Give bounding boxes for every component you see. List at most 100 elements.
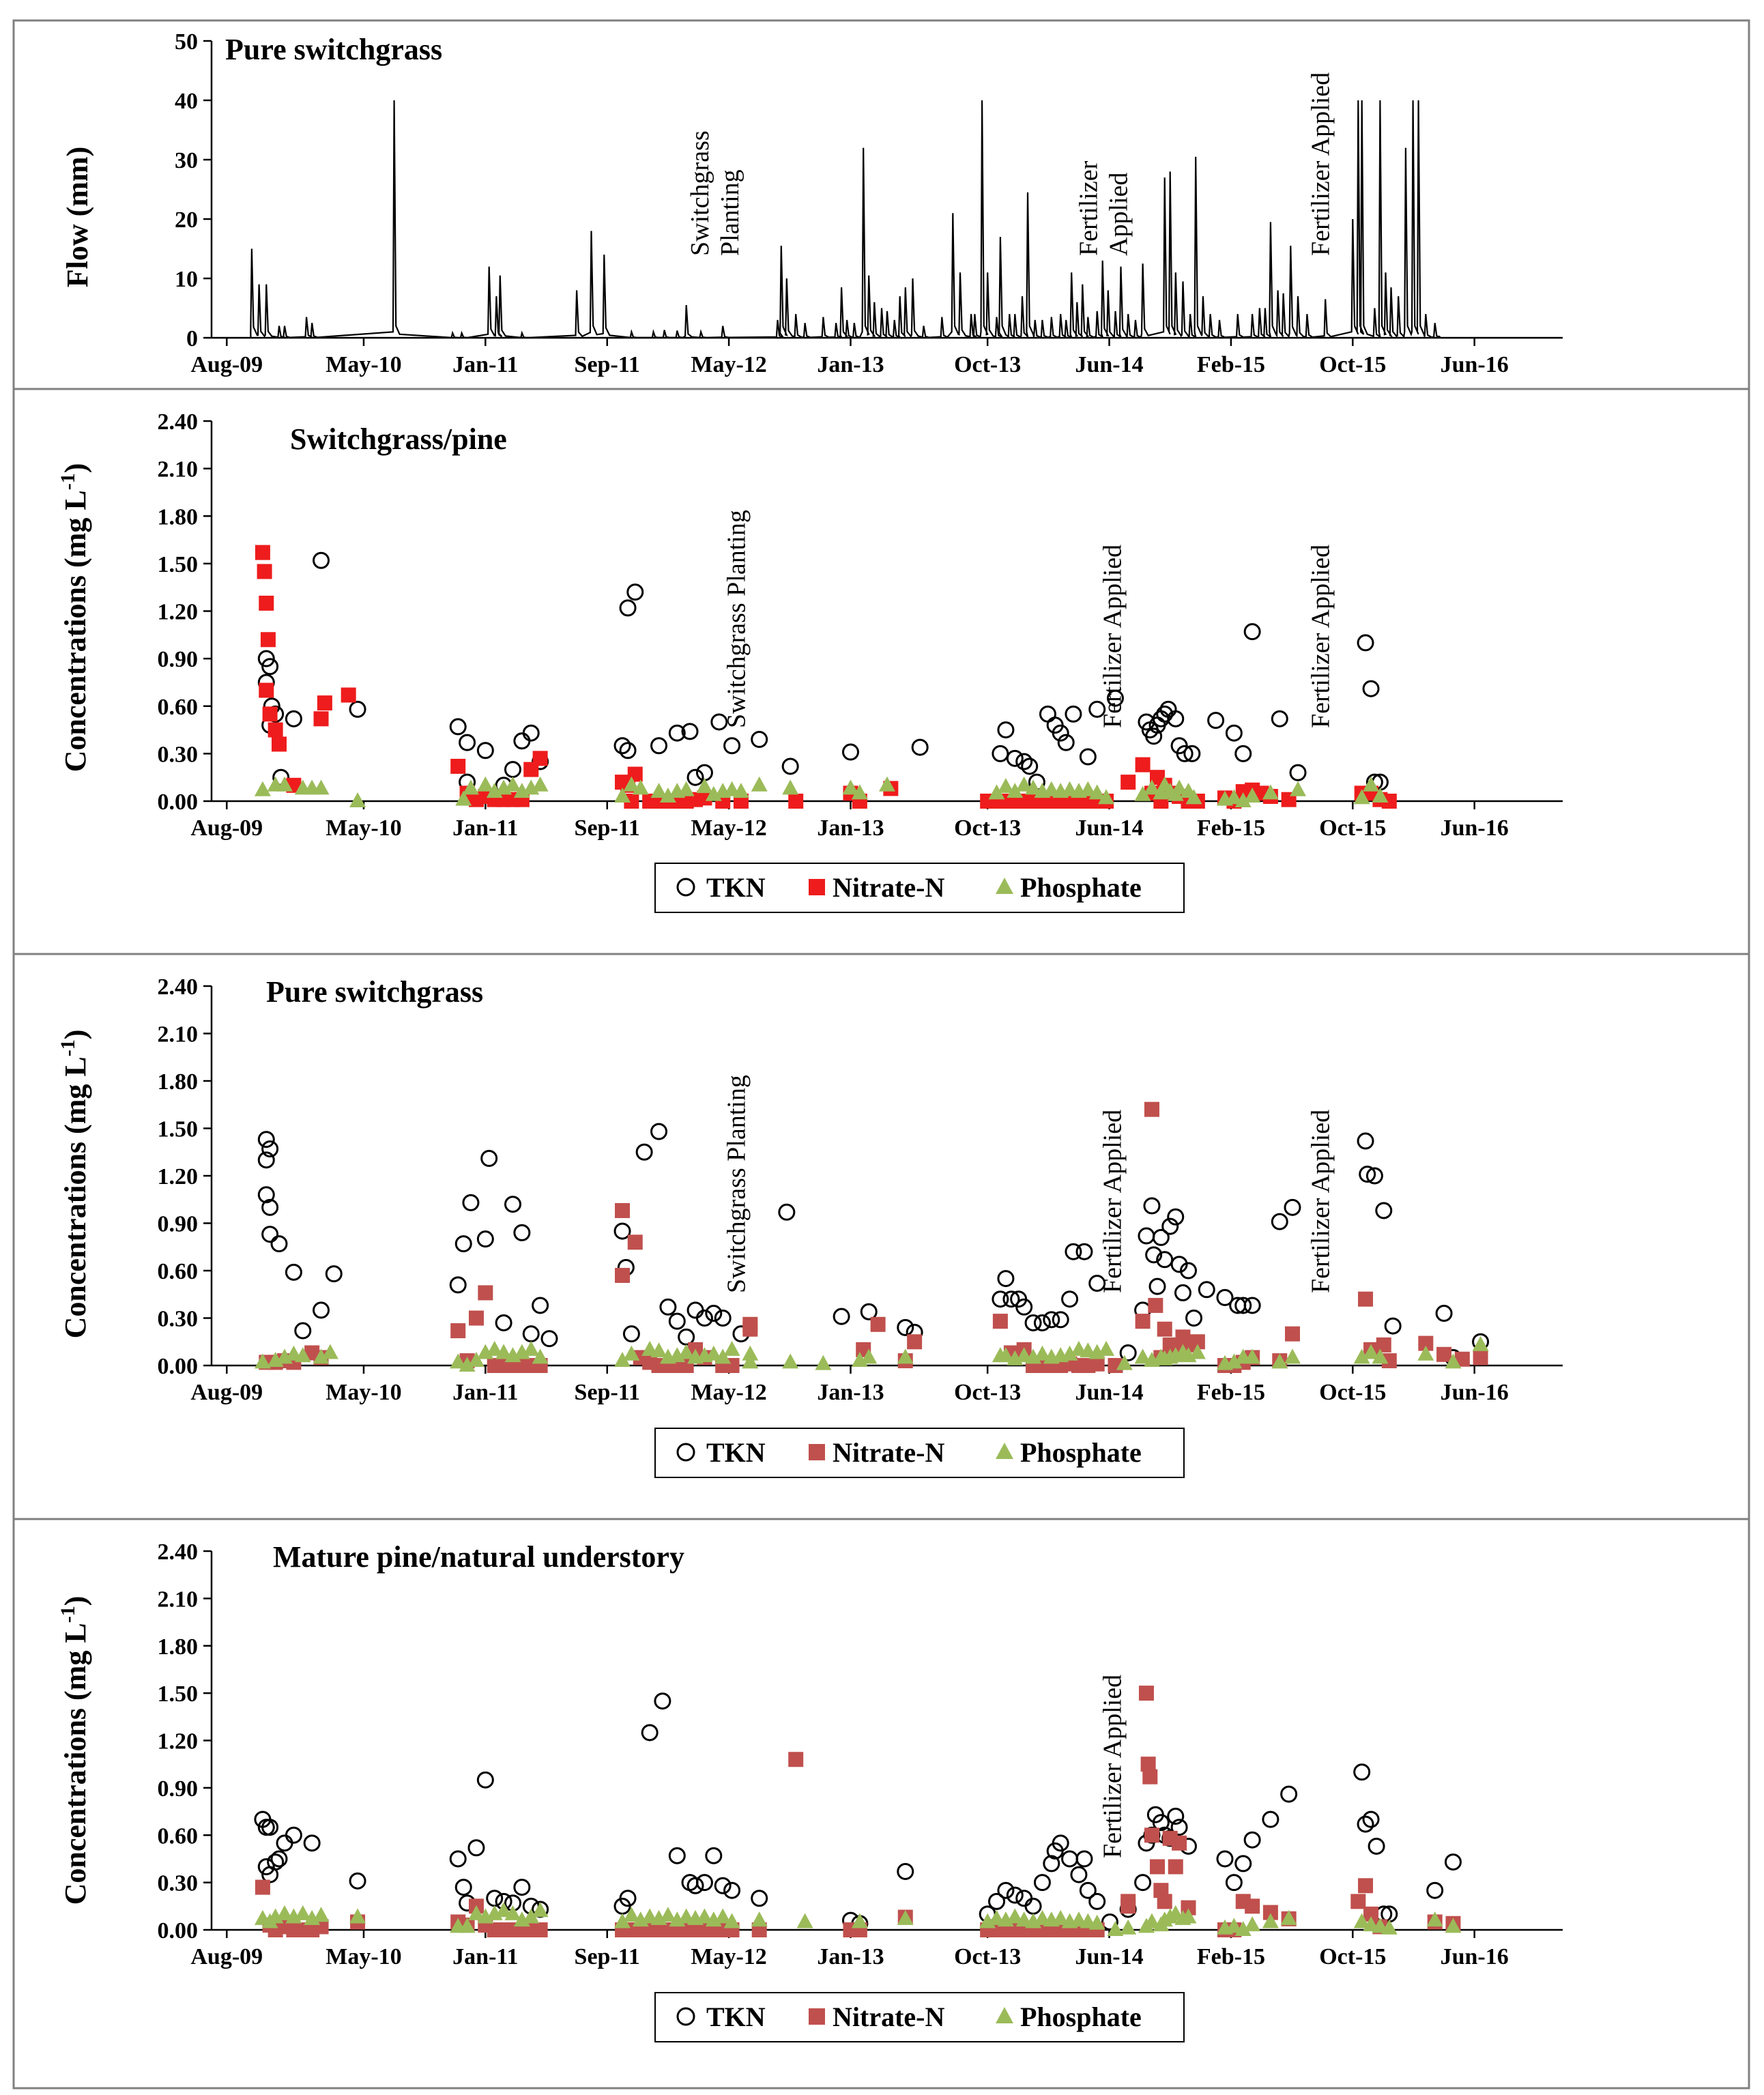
- pure-switchgrass-point-tkn: [476, 1230, 494, 1248]
- mature-pine-point-phosphate: [276, 1905, 293, 1920]
- pure-switchgrass-point-tkn: [659, 1298, 677, 1316]
- pure-switchgrass-y-tick-label: 2.40: [158, 974, 199, 1000]
- mature-pine-legend-phosphate-marker: [996, 2007, 1013, 2023]
- pure-switchgrass-title: Pure switchgrass: [266, 975, 483, 1009]
- switchgrass-pine-x-tick-label: Oct-13: [954, 815, 1021, 841]
- pure-switchgrass-point-nitrate: [1436, 1346, 1452, 1362]
- mature-pine-point-nitrate: [532, 1922, 548, 1937]
- mature-pine-x-tick-label: Jan-11: [452, 1944, 518, 1969]
- mature-pine-point-nitrate: [1168, 1859, 1183, 1875]
- mature-pine-x-tick-label: Oct-15: [1319, 1944, 1386, 1969]
- pure-switchgrass-point-tkn: [513, 1224, 531, 1241]
- switchgrass-pine-point-tkn: [668, 724, 686, 742]
- mature-pine-point-tkn: [270, 1850, 288, 1868]
- pure-switchgrass-point-tkn: [1174, 1284, 1191, 1301]
- pure-switchgrass-point-phosphate: [1244, 1348, 1261, 1364]
- mature-pine-point-tkn: [476, 1771, 494, 1789]
- pure-switchgrass-point-nitrate: [468, 1310, 484, 1326]
- pure-switchgrass-point-tkn: [997, 1270, 1015, 1288]
- switchgrass-pine-point-phosphate: [1244, 788, 1261, 803]
- pure-switchgrass-point-tkn: [1002, 1290, 1020, 1308]
- pure-switchgrass-point-nitrate: [627, 1234, 643, 1250]
- pure-switchgrass-point-tkn: [325, 1265, 343, 1283]
- pure-switchgrass-annotation-fertilizer-applied: Fertilizer Applied: [1307, 1110, 1335, 1293]
- switchgrass-pine-point-phosphate: [1098, 789, 1115, 805]
- pure-switchgrass-point-phosphate: [1372, 1348, 1389, 1364]
- flow-x-tick-label: Jan-11: [452, 352, 518, 377]
- switchgrass-pine-point-tkn: [992, 745, 1009, 762]
- pure-switchgrass-point-phosphate: [742, 1345, 759, 1361]
- mature-pine-point-phosphate: [459, 1918, 476, 1933]
- pure-switchgrass-point-tkn: [1119, 1344, 1137, 1361]
- mature-pine-point-nitrate: [1245, 1898, 1260, 1914]
- switchgrass-pine-y-axis-title-text: Concentrations (mg L: [59, 490, 92, 772]
- pure-switchgrass-point-tkn: [449, 1276, 467, 1294]
- mature-pine-point-tkn: [276, 1834, 293, 1852]
- mature-pine-point-tkn: [897, 1862, 914, 1880]
- mature-pine-point-nitrate: [1138, 1686, 1154, 1701]
- pure-switchgrass-point-nitrate: [615, 1267, 631, 1283]
- pure-switchgrass-point-tkn: [1179, 1262, 1197, 1280]
- switchgrass-pine-point-tkn: [1006, 749, 1024, 767]
- switchgrass-pine-point-phosphate: [851, 784, 868, 800]
- pure-switchgrass-point-tkn: [313, 1301, 330, 1319]
- flow-y-tick-label: 30: [175, 148, 198, 173]
- pure-switchgrass-point-phosphate: [1445, 1353, 1462, 1369]
- switchgrass-pine-point-tkn: [686, 768, 704, 786]
- switchgrass-pine-legend-nitrate-marker: [809, 879, 825, 895]
- pure-switchgrass-point-tkn: [1152, 1228, 1170, 1246]
- pure-switchgrass-point-phosphate: [705, 1345, 722, 1361]
- mature-pine-point-tkn: [1280, 1785, 1298, 1803]
- switchgrass-pine-point-tkn: [1065, 705, 1082, 723]
- mature-pine-point-tkn: [1015, 1890, 1033, 1907]
- flow-y-tick-label: 10: [175, 267, 198, 292]
- flow-annotations: SwitchgrassPlanting FertilizerApplied Fert…: [686, 72, 1335, 256]
- pure-switchgrass-point-phosphate: [714, 1348, 732, 1364]
- switchgrass-pine-point-phosphate: [1025, 779, 1042, 795]
- pure-switchgrass-point-tkn: [285, 1263, 302, 1281]
- mature-pine-point-tkn: [686, 1877, 704, 1894]
- switchgrass-pine-point-tkn: [1207, 712, 1225, 729]
- pure-switchgrass-point-phosphate: [467, 1352, 485, 1368]
- mature-pine-point-phosphate: [1280, 1909, 1297, 1925]
- mature-pine-point-tkn: [267, 1853, 285, 1871]
- mature-pine-y-tick-label: 0.00: [158, 1918, 199, 1944]
- switchgrass-pine-point-tkn: [1021, 757, 1039, 775]
- pure-switchgrass-annotation-fertilizer-applied: Fertilizer Applied: [1098, 1110, 1127, 1293]
- switchgrass-pine-point-tkn: [723, 737, 741, 755]
- switchgrass-pine-point-nitrate: [255, 545, 270, 560]
- pure-switchgrass-point-phosphate: [742, 1353, 759, 1369]
- pure-switchgrass-points: [254, 1101, 1490, 1373]
- pure-switchgrass-point-nitrate: [1418, 1335, 1434, 1351]
- pure-switchgrass-point-phosphate: [313, 1348, 330, 1364]
- mature-pine-point-phosphate: [1426, 1911, 1443, 1927]
- pure-switchgrass-point-phosphate: [1189, 1344, 1206, 1359]
- mature-pine-annotation-line: Fertilizer Applied: [1098, 1675, 1127, 1858]
- switchgrass-pine-legend-phosphate-label: Phosphate: [1020, 872, 1142, 903]
- mature-pine-point-phosphate: [504, 1905, 521, 1920]
- switchgrass-pine-x-tick-label: Sep-11: [575, 815, 640, 841]
- switchgrass-pine-y-tick-label: 2.40: [158, 409, 199, 435]
- pure-switchgrass-legend-tkn-label: TKN: [706, 1437, 766, 1468]
- pure-switchgrass-y-axis-title: Concentrations (mg L-1): [57, 1030, 93, 1339]
- switchgrass-pine-x-tick-label: Oct-15: [1319, 815, 1386, 841]
- switchgrass-pine-point-phosphate: [1088, 784, 1105, 800]
- mature-pine-point-tkn: [619, 1890, 637, 1907]
- mature-pine-point-tkn: [303, 1834, 321, 1852]
- flow-y-axis-title: Flow (mm): [61, 147, 94, 288]
- pure-switchgrass-y-tick-label: 0.30: [158, 1307, 199, 1332]
- mature-pine-point-tkn: [261, 1819, 279, 1836]
- mature-pine-y-tick-label: 1.20: [158, 1729, 199, 1754]
- pure-switchgrass-point-tkn: [1359, 1166, 1376, 1183]
- pure-switchgrass-point-nitrate: [992, 1314, 1008, 1329]
- switchgrass-pine-y-axis-title: Concentrations (mg L-1): [57, 463, 93, 772]
- switchgrass-pine-point-tkn: [619, 742, 637, 760]
- mature-pine-point-phosphate: [659, 1907, 676, 1922]
- switchgrass-pine-point-tkn: [1145, 727, 1163, 745]
- switchgrass-pine-annotation-line: Switchgrass Planting: [722, 510, 751, 728]
- pure-switchgrass-point-tkn: [686, 1301, 704, 1319]
- pure-switchgrass-point-phosphate: [486, 1340, 503, 1356]
- pure-switchgrass-point-phosphate: [1417, 1345, 1434, 1361]
- mature-pine-point-tkn: [1033, 1874, 1051, 1892]
- pure-switchgrass-point-tkn: [1216, 1288, 1234, 1306]
